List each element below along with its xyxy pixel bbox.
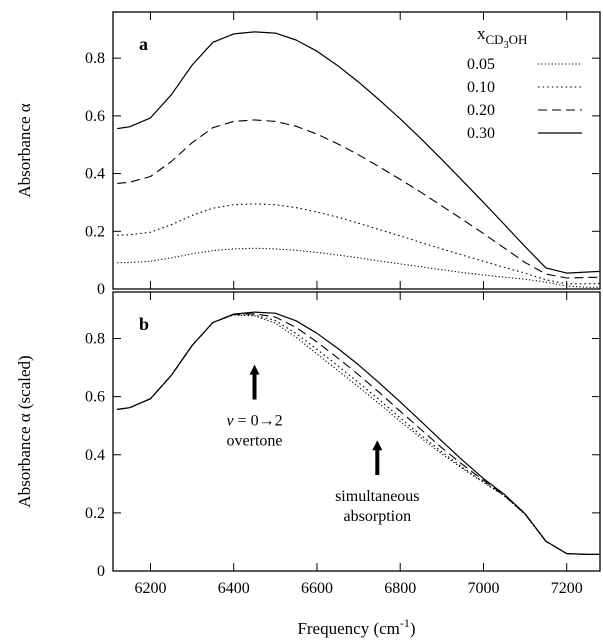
y-tick-label: 0 (97, 281, 105, 298)
series-group (117, 31, 600, 288)
x-tick-label: 6800 (384, 580, 416, 597)
y-tick-label: 0.8 (85, 50, 105, 67)
plot-frame (112, 291, 601, 572)
y-tick-label: 0.6 (85, 389, 105, 406)
series-line-0-10 (117, 203, 600, 285)
panel-label: a (139, 34, 148, 54)
y-tick-label: 0.8 (85, 331, 105, 348)
y-tick-label: 0.4 (85, 166, 105, 183)
annotation-text-line: simultaneous (335, 488, 419, 505)
legend-label: 0.20 (467, 102, 495, 119)
x-tick-label: 7200 (551, 580, 583, 597)
annotation-text-line: overtone (227, 433, 283, 450)
series-line-0-05 (117, 247, 600, 288)
panel-label: b (139, 314, 149, 334)
annotation: simultaneous absorption (335, 440, 420, 525)
legend-label: 0.05 (467, 56, 495, 73)
y-axis-title: Absorbance α (scaled) (15, 355, 34, 507)
series-group (117, 311, 600, 555)
series-line-0-30 (117, 31, 600, 274)
legend-label: 0.10 (467, 79, 495, 96)
x-tick-label: 6200 (134, 580, 166, 597)
x-tick-label: 7000 (467, 580, 499, 597)
x-tick-label: 6600 (301, 580, 333, 597)
x-axis-title: Frequency (cm-1) (297, 616, 415, 638)
panel-a: 0 0.2 0.4 0.6 0.8 Absorbance α a xCD3OH 0.05 0.10… (15, 11, 601, 298)
x-tick-label: 6400 (218, 580, 250, 597)
annotation: v = 0→2 overtone (226, 364, 283, 450)
y-tick-label: 0.6 (85, 108, 105, 125)
annotation-text-line: absorption (344, 508, 412, 525)
legend: xCD3OH 0.05 0.10 0.20 0.30 (467, 24, 582, 142)
annotation-text-line: v = 0→2 (226, 413, 282, 430)
y-tick-label: 0 (97, 563, 105, 580)
y-tick-label: 0.4 (85, 447, 105, 464)
series-line-0-20 (117, 119, 600, 279)
plot-frame (112, 11, 601, 290)
panel-b: 0 0.2 0.4 0.6 0.8 6200 6400 6600 6800 7000 7200 Abs… (15, 291, 601, 638)
annotation-arrow-head (372, 440, 383, 451)
legend-label: 0.30 (467, 125, 495, 142)
legend-title: xCD3OH (477, 24, 527, 51)
y-tick-label: 0.2 (85, 505, 105, 522)
series-line-0-30 (117, 311, 600, 555)
y-tick-label: 0.2 (85, 223, 105, 240)
annotation-arrow-head (249, 364, 260, 375)
y-axis-title: Absorbance α (15, 103, 34, 197)
